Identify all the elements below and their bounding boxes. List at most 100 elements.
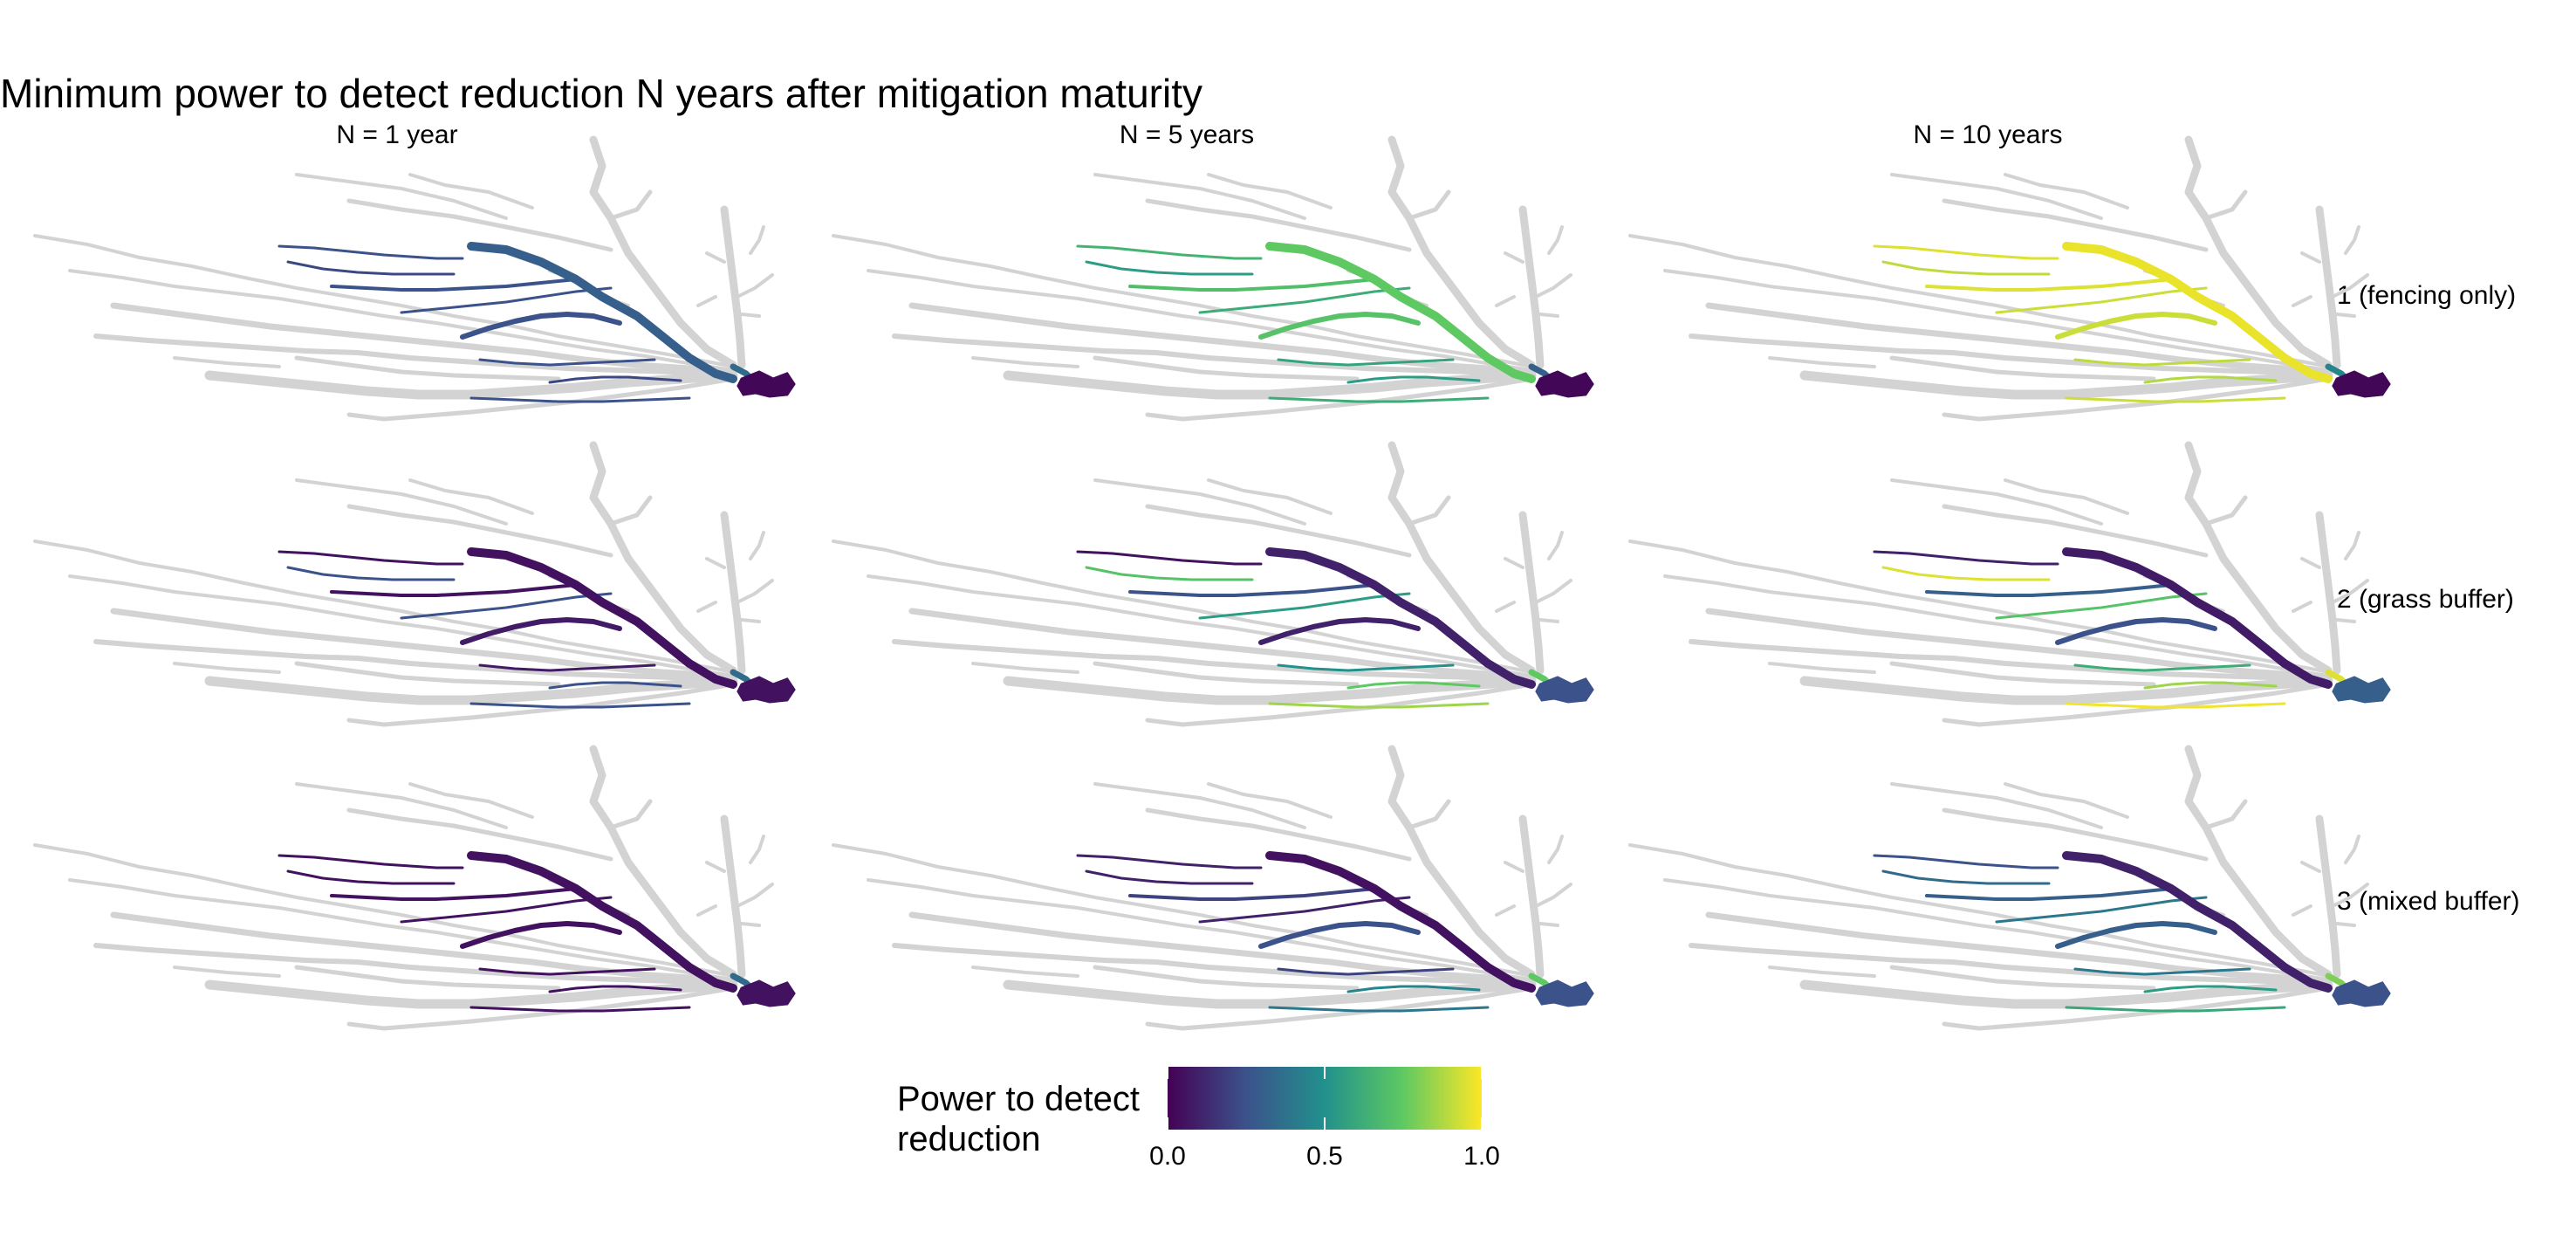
- network-reach: [294, 355, 561, 381]
- row-header-3: 3 (mixed buffer): [2337, 887, 2520, 916]
- network-reach: [408, 173, 534, 210]
- network-reach: [346, 504, 613, 558]
- reach-trib_g: [1346, 681, 1481, 690]
- network-reach: [1663, 878, 2330, 981]
- network-reach: [33, 234, 743, 370]
- network-reach: [346, 807, 613, 862]
- reach-trib_d: [1198, 896, 1411, 924]
- network-reach: [1387, 441, 1536, 675]
- reach-outlet_lake: [736, 979, 796, 1007]
- network-reach: [2004, 173, 2129, 210]
- network-reach: [1768, 356, 1876, 368]
- network-reach: [740, 313, 761, 318]
- network-reach: [2292, 295, 2312, 307]
- reach-trib_c: [1925, 583, 2173, 597]
- network-reach: [1768, 966, 1876, 978]
- reach-trib_b: [286, 566, 456, 581]
- reach-trib_e: [1258, 312, 1421, 340]
- network-reach: [110, 608, 736, 681]
- reach-main_stem: [467, 851, 737, 993]
- network-reach: [2203, 495, 2248, 526]
- reach-trib_h: [1268, 702, 1490, 709]
- network-reach: [2300, 251, 2321, 264]
- reach-main_stem: [1265, 547, 1536, 689]
- network-reach: [33, 843, 743, 979]
- reach-trib_c: [1925, 278, 2173, 292]
- network-reach: [1889, 661, 2156, 687]
- network-reach: [93, 333, 736, 376]
- panel-row2-col1: [33, 441, 796, 727]
- reach-trib_b: [1085, 566, 1254, 581]
- reach-trib_h: [469, 396, 691, 403]
- network-reach: [1799, 370, 2333, 400]
- reach-trib_f: [2073, 967, 2251, 976]
- network-reach: [346, 682, 736, 727]
- network-reach: [2300, 861, 2321, 873]
- network-reach: [705, 861, 726, 873]
- reach-trib_a: [1076, 550, 1263, 566]
- network-reach: [2203, 799, 2248, 830]
- network-reach: [971, 966, 1079, 978]
- network-reach: [1942, 504, 2209, 558]
- network-reach: [204, 676, 738, 705]
- reach-trib_e: [1258, 921, 1421, 949]
- reach-trib_g: [548, 681, 682, 690]
- network-reach: [892, 943, 1534, 986]
- network-reach: [1207, 782, 1333, 819]
- network-reach: [736, 579, 774, 604]
- reach-trib_d: [1995, 592, 2208, 620]
- colorbar-title-line2: reduction: [897, 1120, 1041, 1158]
- panel-row3-col3: [1628, 745, 2391, 1031]
- network-reach: [110, 302, 736, 375]
- network-reach: [1942, 807, 2209, 862]
- network-reach: [696, 601, 717, 613]
- reach-outlet_lake: [1535, 979, 1594, 1007]
- network-reach: [93, 639, 736, 682]
- reach-trib_d: [1995, 896, 2208, 924]
- colorbar-title: Power to detect reduction: [897, 1079, 1176, 1159]
- network-reach: [1504, 861, 1524, 873]
- network-reach: [608, 189, 653, 221]
- reach-trib_b: [1881, 566, 2051, 581]
- column-header-n5: N = 5 years: [1119, 120, 1255, 149]
- network-reach: [1534, 579, 1572, 604]
- network-reach: [33, 539, 743, 676]
- reach-trib_e: [460, 312, 622, 340]
- network-reach: [2184, 745, 2333, 979]
- network-reach: [1890, 173, 2103, 220]
- network-reach: [749, 225, 765, 255]
- panel-row3-col2: [832, 745, 1594, 1031]
- network-reach: [1495, 295, 1516, 307]
- reach-trib_a: [1076, 244, 1263, 260]
- column-header-n1: N = 1 year: [336, 120, 458, 149]
- reach-trib_f: [478, 967, 656, 976]
- network-reach: [908, 302, 1535, 375]
- reach-trib_a: [1076, 854, 1263, 869]
- reach-trib_d: [1995, 286, 2208, 314]
- network-reach: [346, 376, 736, 422]
- network-reach: [720, 205, 746, 369]
- reach-trib_a: [1873, 550, 2059, 566]
- network-reach: [589, 135, 737, 369]
- network-reach: [1538, 922, 1559, 927]
- network-reach: [2331, 273, 2369, 299]
- reach-trib_a: [277, 854, 464, 869]
- network-reach: [2315, 814, 2341, 979]
- network-reach: [971, 662, 1079, 674]
- reach-trib_f: [1277, 358, 1455, 367]
- network-reach: [2344, 531, 2360, 560]
- network-reach: [832, 843, 1542, 979]
- panel-row1-col1: [33, 135, 796, 422]
- reach-outlet_lake: [2332, 676, 2391, 704]
- reach-trib_a: [1873, 854, 2059, 869]
- network-reach: [1093, 355, 1360, 381]
- network-reach: [696, 295, 717, 307]
- network-reach: [1003, 370, 1537, 400]
- network-reach: [696, 904, 717, 917]
- reach-outlet_lake: [2332, 370, 2391, 398]
- network-reach: [2335, 618, 2356, 623]
- network-reach: [1518, 205, 1545, 369]
- network-reach: [892, 333, 1534, 376]
